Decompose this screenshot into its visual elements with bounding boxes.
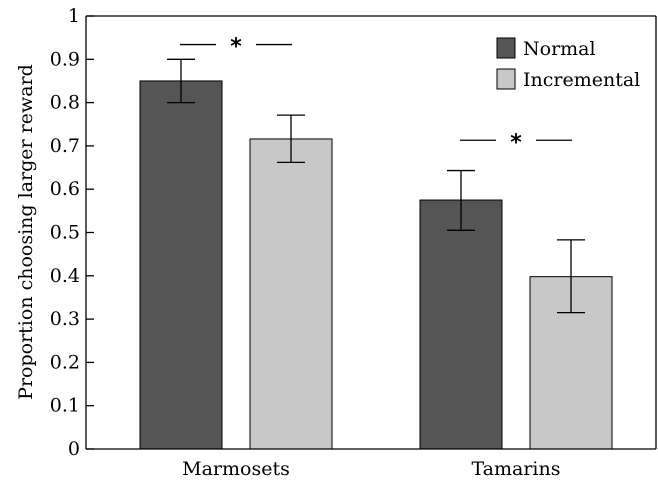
significance-star-marmosets: *: [230, 35, 242, 60]
significance-star-tamarins: *: [510, 130, 522, 155]
y-tick-label-0.1: 0.1: [50, 395, 80, 417]
legend-label-incremental: Incremental: [523, 69, 640, 91]
bar-tamarins-normal: [419, 199, 503, 450]
axes-group: 0 0.1 0.2 0.3 0.4 0.5 0.6 0.7 0.8 0.9 1 Marmosets Ta…: [50, 5, 657, 480]
bar-marmosets-incremental: [249, 138, 333, 450]
y-tick-label-0.4: 0.4: [50, 265, 80, 287]
y-axis-label: Proportion choosing larger reward: [15, 64, 37, 400]
x-tick-label-marmosets: Marmosets: [182, 458, 290, 480]
legend-label-normal: Normal: [523, 38, 596, 60]
bars-group: [139, 80, 613, 450]
error-bars-group: [167, 58, 585, 314]
y-tick-label-0.3: 0.3: [50, 308, 80, 330]
y-tick-label-1: 1: [68, 5, 80, 27]
y-tick-label-0.9: 0.9: [50, 48, 80, 70]
y-tick-label-0: 0: [68, 438, 80, 460]
y-tick-label-0.8: 0.8: [50, 92, 80, 114]
y-tick-label-0.6: 0.6: [50, 178, 80, 200]
y-tick-label-0.7: 0.7: [50, 135, 80, 157]
legend-swatch-incremental: [496, 68, 516, 90]
legend-swatch-normal: [496, 37, 516, 59]
legend: Normal Incremental: [496, 37, 640, 91]
y-tick-label-0.5: 0.5: [50, 222, 80, 244]
bar-marmosets-normal: [139, 80, 223, 450]
x-tick-label-tamarins: Tamarins: [471, 458, 560, 480]
significance-group: **: [180, 35, 572, 155]
y-tick-label-0.2: 0.2: [50, 351, 80, 373]
